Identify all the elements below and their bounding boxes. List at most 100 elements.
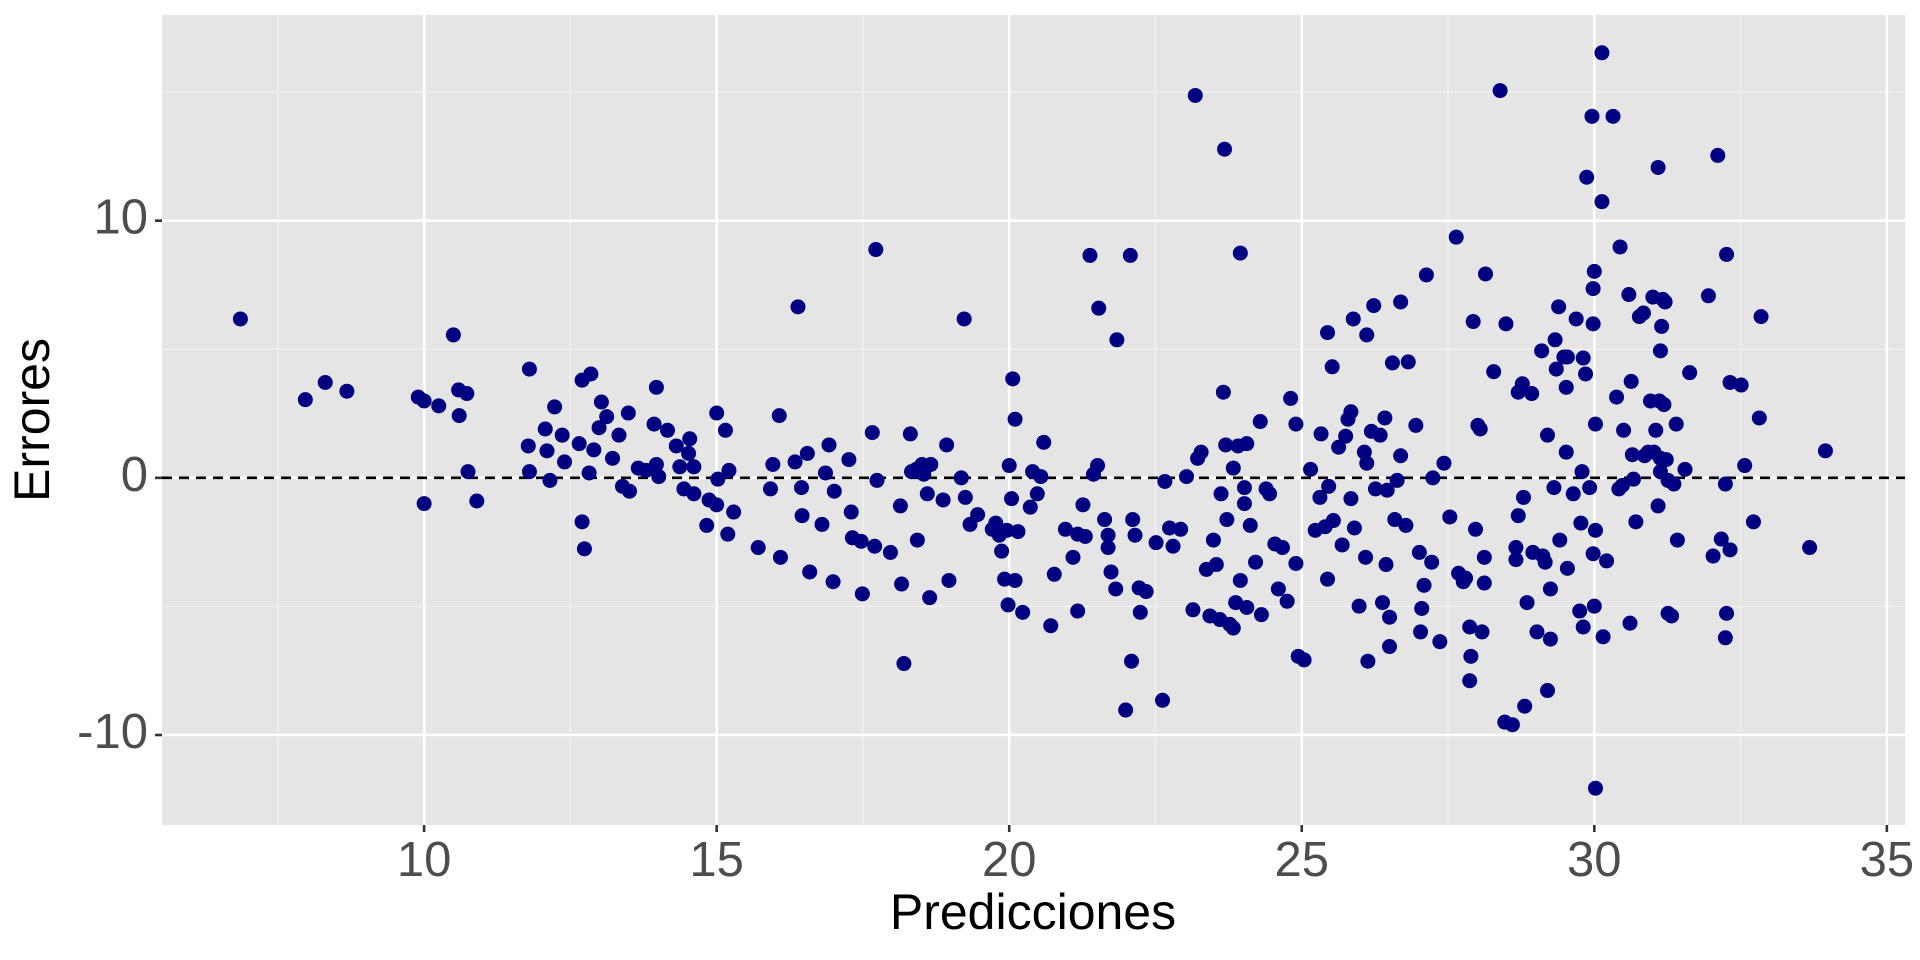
point xyxy=(1595,629,1611,645)
point xyxy=(771,408,787,424)
point xyxy=(1713,531,1729,547)
point xyxy=(1462,619,1478,635)
point xyxy=(1185,602,1201,618)
point xyxy=(726,504,742,520)
point xyxy=(957,489,973,505)
point xyxy=(1100,527,1116,543)
point xyxy=(1218,437,1234,453)
point xyxy=(1510,508,1526,524)
point xyxy=(919,486,935,502)
point xyxy=(542,472,558,488)
point xyxy=(648,456,664,472)
point xyxy=(1351,598,1367,614)
point xyxy=(1393,448,1409,464)
point xyxy=(909,532,925,548)
point xyxy=(1408,417,1424,433)
point xyxy=(1165,538,1181,554)
point xyxy=(1508,540,1524,556)
point xyxy=(591,420,607,436)
point xyxy=(939,437,955,453)
point xyxy=(1737,458,1753,474)
x-tick-label: 15 xyxy=(689,833,744,887)
x-tick-label: 25 xyxy=(1275,833,1330,887)
point xyxy=(894,576,910,592)
point xyxy=(1091,300,1107,316)
point xyxy=(1614,477,1630,493)
point xyxy=(1717,630,1733,646)
point xyxy=(1005,371,1021,387)
x-tick-label: 30 xyxy=(1567,833,1622,887)
point xyxy=(1585,316,1601,332)
point xyxy=(772,549,788,565)
point xyxy=(750,540,766,556)
point xyxy=(574,514,590,530)
point xyxy=(1378,557,1394,573)
point xyxy=(668,438,684,454)
point xyxy=(1751,410,1767,426)
point xyxy=(1283,390,1299,406)
point xyxy=(1648,422,1664,438)
point xyxy=(1075,497,1091,513)
point xyxy=(1572,603,1588,619)
point xyxy=(1448,229,1464,245)
point xyxy=(681,445,697,461)
point xyxy=(1239,599,1255,615)
point xyxy=(339,383,355,399)
point xyxy=(699,517,715,533)
point xyxy=(988,515,1004,531)
point xyxy=(1547,332,1563,348)
y-tick-label: 10 xyxy=(93,191,148,245)
point xyxy=(1529,624,1545,640)
point xyxy=(1343,491,1359,507)
point xyxy=(593,394,609,410)
point xyxy=(1669,532,1685,548)
point xyxy=(1384,355,1400,371)
point xyxy=(317,374,333,390)
y-tick-label: 0 xyxy=(121,448,148,502)
point xyxy=(1705,548,1721,564)
point xyxy=(1321,478,1337,494)
point xyxy=(1379,482,1395,498)
point xyxy=(1103,564,1119,580)
point xyxy=(841,452,857,468)
point xyxy=(1624,447,1640,463)
point xyxy=(1425,470,1441,486)
point xyxy=(583,366,599,382)
point xyxy=(660,422,676,438)
point xyxy=(1288,416,1304,432)
point xyxy=(970,507,986,523)
point xyxy=(864,425,880,441)
point xyxy=(1001,458,1017,474)
point xyxy=(953,470,969,486)
point xyxy=(941,572,957,588)
point xyxy=(1542,581,1558,597)
point xyxy=(1253,607,1269,623)
point xyxy=(1666,476,1682,492)
point xyxy=(1173,521,1189,537)
point xyxy=(868,242,884,258)
point xyxy=(1097,512,1113,528)
point xyxy=(892,498,908,514)
point xyxy=(686,459,702,475)
point xyxy=(1320,571,1336,587)
point xyxy=(1400,354,1416,370)
point xyxy=(1418,267,1434,283)
point xyxy=(1215,384,1231,400)
point xyxy=(672,459,688,475)
point xyxy=(1007,572,1023,588)
point xyxy=(1516,489,1532,505)
point xyxy=(1579,169,1595,185)
point xyxy=(902,426,918,442)
point xyxy=(923,456,939,472)
point xyxy=(1125,512,1141,528)
point xyxy=(1700,288,1716,304)
point xyxy=(717,422,733,438)
point xyxy=(1248,554,1264,570)
point xyxy=(1366,298,1382,314)
point xyxy=(1132,604,1148,620)
point xyxy=(297,392,313,408)
point xyxy=(762,481,778,497)
point xyxy=(1534,343,1550,359)
point xyxy=(1118,702,1134,718)
point xyxy=(821,437,837,453)
